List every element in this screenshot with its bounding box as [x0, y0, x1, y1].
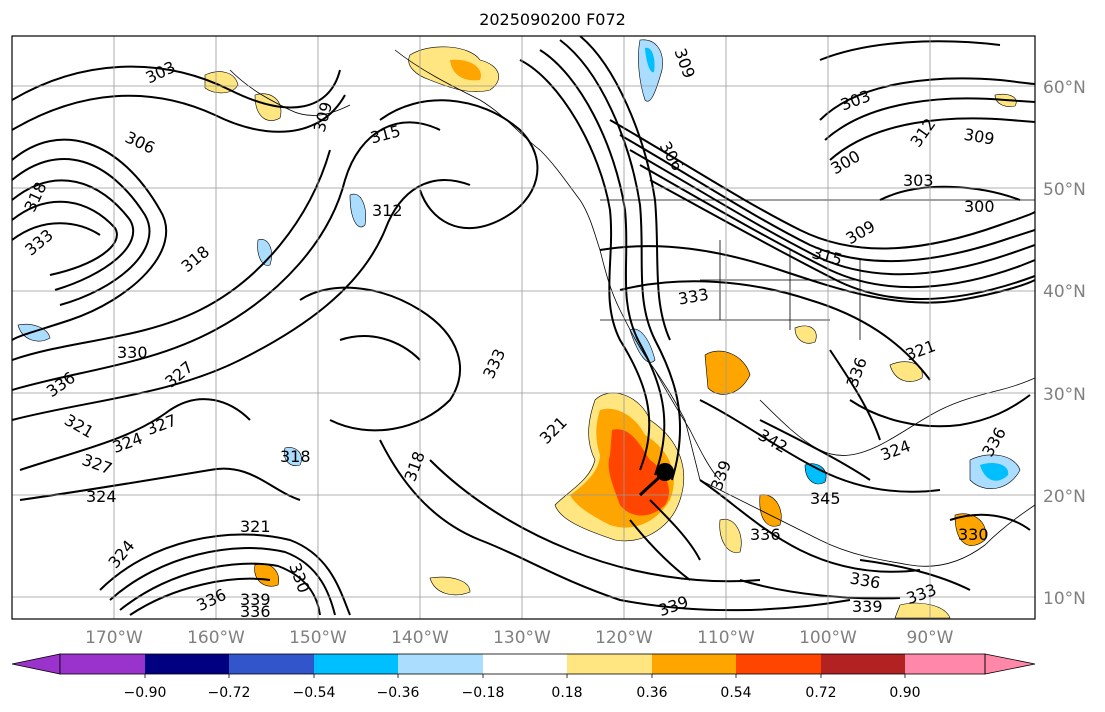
- lon-label: 100°W: [799, 628, 857, 648]
- colorbar-segment: [567, 654, 652, 674]
- colorbar-tick-label: 0.18: [551, 685, 582, 701]
- contour-label: 303: [903, 171, 934, 190]
- map-frame: [11, 35, 1036, 620]
- longitude-labels: 170°W 160°W 150°W 140°W 130°W 120°W 110°…: [85, 628, 954, 648]
- contour-label: 312: [372, 201, 403, 220]
- lat-label: 10°N: [1043, 589, 1086, 609]
- colorbar-tick-label: −0.18: [462, 685, 505, 701]
- shade-positive-se: [894, 602, 951, 619]
- shade-positive-gulf: [889, 361, 923, 382]
- map-panel: [12, 36, 1035, 619]
- contour-label: 339: [240, 590, 271, 609]
- colorbar-tick-label: 0.36: [636, 685, 667, 701]
- coastlines: [229, 49, 1035, 567]
- colorbar-tick-label: 0.54: [720, 685, 751, 701]
- colorbar-segment: [483, 654, 567, 674]
- contour-label: 300: [964, 197, 995, 216]
- colorbar-outline: [59, 653, 986, 675]
- shade-positive-alaska-mid: [450, 59, 481, 81]
- contour-label: 330: [958, 525, 989, 544]
- colorbar: −0.90 −0.72 −0.54 −0.36 −0.18 0.18 0.36 …: [11, 653, 1036, 701]
- shade-positive-bering2: [254, 93, 282, 121]
- colorbar-extend-max: [984, 653, 1036, 675]
- contour-label: 336: [240, 602, 271, 621]
- shade-negative-pac: [349, 193, 366, 228]
- colorbar-tick-label: −0.72: [208, 685, 251, 701]
- lon-label: 90°W: [907, 628, 954, 648]
- shade-positive-bering: [204, 71, 239, 94]
- lon-label: 160°W: [187, 628, 245, 648]
- colorbar-segment: [652, 654, 736, 674]
- contour-label: 345: [810, 489, 841, 508]
- lat-label: 30°N: [1043, 385, 1086, 405]
- colorbar-tick-label: 0.90: [889, 685, 920, 701]
- lat-label: 60°N: [1043, 78, 1086, 98]
- shade-negative-canada-mid: [645, 47, 655, 73]
- storm-center-marker: [656, 463, 674, 481]
- colorbar-tick-label: −0.54: [293, 685, 336, 701]
- shade-positive-south2: [719, 518, 742, 553]
- colorbar-segment: [398, 654, 483, 674]
- lat-label: 20°N: [1043, 487, 1086, 507]
- colorbar-segment: [314, 654, 398, 674]
- colorbar-segment: [229, 654, 314, 674]
- lon-label: 120°W: [595, 628, 653, 648]
- lat-label: 40°N: [1043, 282, 1086, 302]
- shade-negative-tx: [804, 463, 827, 485]
- shade-positive-sw2: [794, 325, 817, 344]
- lat-label: 50°N: [1043, 180, 1086, 200]
- map-title: 2025090200 F072: [479, 10, 626, 29]
- colorbar-tick-label: 0.72: [805, 685, 836, 701]
- colorbar-segment: [905, 654, 985, 674]
- lon-label: 170°W: [85, 628, 143, 648]
- contour-label: 336: [750, 525, 781, 544]
- lon-label: 140°W: [391, 628, 449, 648]
- colorbar-segment: [60, 654, 145, 674]
- contour-label: 324: [86, 487, 117, 506]
- colorbar-segment: [145, 654, 229, 674]
- latitude-labels: 10°N 20°N 30°N 40°N 50°N 60°N: [1043, 78, 1086, 609]
- lon-label: 130°W: [493, 628, 551, 648]
- lon-label: 110°W: [697, 628, 755, 648]
- lat-lon-grid: [12, 36, 1035, 619]
- contour-label: 330: [117, 343, 148, 362]
- contour-label: 318: [280, 447, 311, 466]
- contour-label: 339: [852, 597, 883, 616]
- colorbar-tick-label: −0.90: [124, 685, 167, 701]
- contour-label: 321: [240, 517, 271, 536]
- colorbar-ticks: [144, 674, 906, 678]
- colorbar-tick-label: −0.36: [377, 685, 420, 701]
- shade-positive-pac2: [429, 576, 471, 596]
- colorbar-segment: [821, 654, 905, 674]
- lon-label: 150°W: [289, 628, 347, 648]
- colorbar-extend-min: [11, 653, 61, 675]
- shade-negative-pac3: [284, 447, 302, 466]
- shade-negative-gulf-mex-mid: [980, 463, 1009, 481]
- colorbar-segment: [736, 654, 821, 674]
